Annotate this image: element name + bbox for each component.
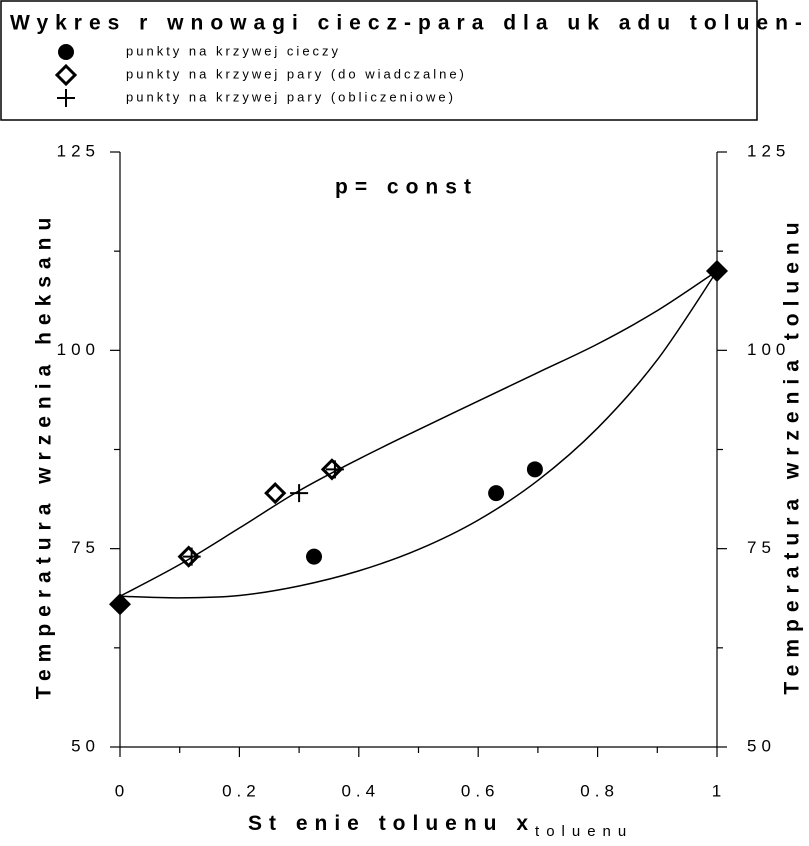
y2-tick-label: 50 [747,736,776,755]
y2-tick-label: 100 [747,340,790,359]
legend-symbol [58,44,74,60]
legend-label: punkty na krzywej pary (obliczeniowe) [126,89,456,104]
endpoint [706,260,728,282]
x-axis-label: St enie toluenu xtoluenu [248,812,633,840]
legend-symbol [57,89,75,107]
y-tick-label: 100 [57,340,100,359]
point [177,545,200,568]
annotation: p= const [335,176,478,199]
x-label-main: St enie toluenu x [248,812,535,835]
point [526,461,543,478]
x-tick-label: 1 [712,781,726,800]
y-tick-label: 50 [71,736,100,755]
point [488,485,505,502]
point [325,460,344,479]
axes [119,152,718,748]
curve [119,270,718,597]
legend-label: punkty na krzywej pary (do wiadczalne) [126,66,467,81]
point [264,482,287,505]
x-tick-label: 0.8 [580,781,619,800]
y2-axis-label: Temperatura wrzenia toluenu [781,215,804,694]
y2-tick-label: 75 [747,538,776,557]
point [290,484,309,503]
curve [119,270,718,599]
legend-box [0,0,758,121]
x-tick-label: 0 [115,781,129,800]
y-tick-label: 125 [57,141,100,160]
endpoint [109,593,131,616]
point [306,548,323,565]
legend-symbol [54,63,78,87]
y-tick-label: 75 [71,538,100,557]
point [320,458,344,481]
chart-title: Wykres r wnowagi ciecz-para dla uk adu t… [10,12,809,35]
x-tick-label: 0.6 [461,781,500,800]
y-axis-label: Temperatura wrzenia heksanu [33,211,56,700]
y2-tick-label: 125 [747,141,790,160]
x-tick-label: 0.4 [341,781,380,800]
x-label-sub: toluenu [535,823,633,840]
point [182,547,201,566]
legend-label: punkty na krzywej cieczy [126,43,341,58]
x-tick-label: 0.2 [222,781,261,800]
